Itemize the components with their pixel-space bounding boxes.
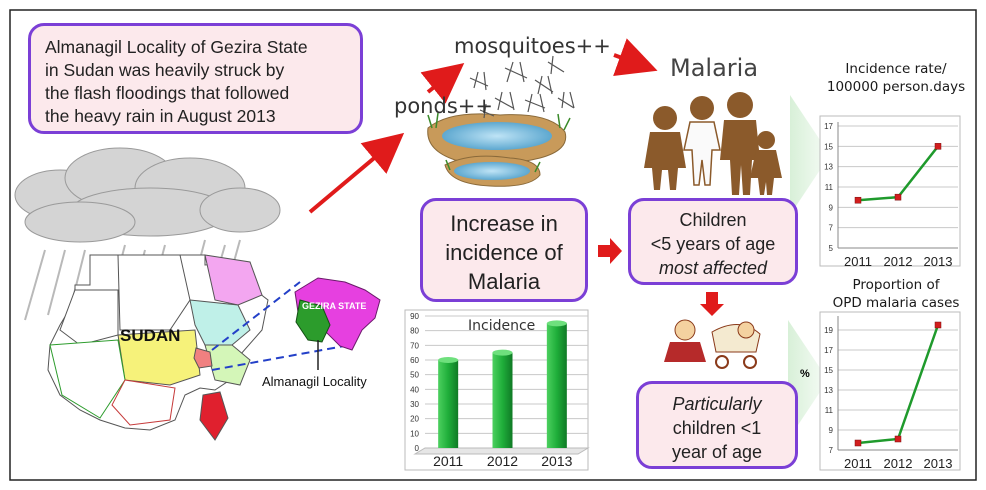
line-chart-1-category-label: 2012 xyxy=(884,254,913,269)
line-chart-2-tick-label: 13 xyxy=(824,386,833,395)
bar-chart-category-label: 2011 xyxy=(433,453,463,469)
increase-line: Malaria xyxy=(467,269,541,294)
line-chart-1-point-2012 xyxy=(894,193,902,201)
bar-chart-title: Incidence xyxy=(468,318,536,334)
line-chart-1-category-label: 2011 xyxy=(844,254,872,269)
bar-chart-tick-label: 30 xyxy=(410,400,419,409)
line-chart-2-tick-label: 15 xyxy=(824,366,833,375)
rain-cloud-icon xyxy=(14,147,281,341)
infants-box: Particularly children <1 year of age xyxy=(636,381,798,469)
increase-incidence-box: Increase in incidence of Malaria xyxy=(420,198,588,302)
children-line-1: Children xyxy=(679,210,747,230)
bar-top-2013 xyxy=(546,320,567,327)
infants-icon xyxy=(664,319,761,369)
line-chart-2-tick-label: 17 xyxy=(824,346,833,355)
line-chart-2-title: Proportion of OPD malaria cases xyxy=(826,276,966,312)
malaria-label: Malaria xyxy=(670,54,759,82)
arrow-down-icon xyxy=(700,292,724,316)
line-chart-2-title-line: OPD malaria cases xyxy=(832,295,960,311)
line-chart-1-tick-label: 7 xyxy=(829,224,834,233)
gezira-state-map-icon xyxy=(294,277,381,370)
line-chart-1-title-line: Incidence rate/ xyxy=(845,61,947,77)
bar-chart-tick-label: 70 xyxy=(410,341,419,350)
bar-chart-tick-label: 20 xyxy=(410,415,419,424)
bar-chart-tick-label: 80 xyxy=(410,327,419,336)
line-chart-1-frame xyxy=(819,115,961,267)
almanagil-locality-label: Almanagil Locality xyxy=(262,374,367,389)
sudan-map-icon xyxy=(47,254,269,441)
line-chart-2-category-label: 2011 xyxy=(844,456,872,471)
intro-line: the flash floodings that followed xyxy=(45,83,290,103)
bar-chart-incidence: 0 10 20 30 40 50 60 70 80 90 2011 2012 2013 xyxy=(404,309,590,471)
chevron-top xyxy=(790,95,830,215)
line-chart-1-tick-label: 11 xyxy=(825,183,834,192)
line-chart-2-tick-label: 19 xyxy=(824,326,833,335)
line-chart-2-title-line: Proportion of xyxy=(852,277,940,293)
line-chart-opd-proportion: 7 9 11 13 15 17 19 2011 2012 2013 xyxy=(819,311,961,471)
line-chart-2-point-2011 xyxy=(854,439,862,447)
infants-line-2: children <1 xyxy=(672,418,762,438)
ponds-label: ponds++ xyxy=(394,94,493,118)
line-chart-1-title: Incidence rate/ 100000 person.days xyxy=(826,60,966,96)
line-chart-1-tick-label: 15 xyxy=(824,142,833,151)
bar-top-2012 xyxy=(492,349,513,356)
line-chart-1-tick-label: 13 xyxy=(824,163,833,172)
line-chart-2-point-2012 xyxy=(894,435,902,443)
children-line-3: most affected xyxy=(658,258,768,278)
bar-chart-category-label: 2012 xyxy=(487,453,518,469)
bar-chart-tick-label: 60 xyxy=(410,356,419,365)
infants-line-1: Particularly xyxy=(672,394,762,414)
line-chart-1-category-label: 2013 xyxy=(924,254,953,269)
bar-chart-tick-label: 40 xyxy=(410,385,419,394)
bar-2013 xyxy=(546,323,567,448)
line-chart-1-point-2013 xyxy=(934,143,942,150)
bar-chart-tick-label: 50 xyxy=(410,371,419,380)
line-chart-1-tick-label: 5 xyxy=(829,244,834,253)
intro-line: Almanagil Locality of Gezira State xyxy=(45,37,308,57)
increase-line: Increase in xyxy=(450,211,558,236)
bar-chart-floor xyxy=(413,447,590,455)
infants-line-3: year of age xyxy=(671,442,763,462)
arrow-right-icon xyxy=(598,238,622,264)
line-chart-1-point-2011 xyxy=(854,196,862,204)
line-chart-2-point-2013 xyxy=(934,321,942,329)
mosquitoes-icon xyxy=(469,55,575,119)
line-chart-1-tick-label: 17 xyxy=(824,122,833,131)
increase-line: incidence of xyxy=(445,240,563,265)
bar-top-2011 xyxy=(438,357,459,363)
children-line-2: <5 years of age xyxy=(650,234,776,254)
bar-chart-category-label: 2013 xyxy=(541,453,572,469)
bar-chart-tick-label: 90 xyxy=(410,312,419,321)
line-chart-2-frame xyxy=(819,311,961,471)
line-chart-1-title-line: 100000 person.days xyxy=(826,79,966,95)
bar-chart-tick-label: 10 xyxy=(410,429,419,438)
children-icon xyxy=(644,92,782,195)
line-chart-2-category-label: 2013 xyxy=(924,456,953,471)
children-box: Children <5 years of age most affected xyxy=(628,198,798,285)
intro-line: in Sudan was heavily struck by xyxy=(45,60,285,80)
flow-arrows xyxy=(308,38,658,214)
line-chart-incidence-rate: 5 7 9 11 13 15 17 2011 2012 2013 xyxy=(819,115,961,269)
gezira-state-label: GEZIRA STATE xyxy=(302,301,367,311)
line-chart-2-tick-label: 11 xyxy=(825,406,834,415)
zoom-lines xyxy=(211,281,351,371)
ponds-icon xyxy=(427,112,571,187)
intro-box: Almanagil Locality of Gezira State in Su… xyxy=(28,23,363,134)
chevron-bottom xyxy=(788,320,828,440)
line-chart-1-tick-label: 9 xyxy=(829,203,834,212)
bar-2012 xyxy=(492,352,513,448)
mosquitoes-label: mosquitoes++ xyxy=(454,34,611,58)
bar-chart-tick-label: 0 xyxy=(415,444,420,453)
line-chart-2-tick-label: 7 xyxy=(829,446,834,455)
intro-line: the heavy rain in August 2013 xyxy=(45,106,276,126)
bar-2011 xyxy=(438,360,459,448)
line-chart-2-ylabel: % xyxy=(800,368,810,380)
line-chart-2-tick-label: 9 xyxy=(829,426,834,435)
line-chart-2-category-label: 2012 xyxy=(884,456,913,471)
sudan-label: SUDAN xyxy=(120,326,181,345)
